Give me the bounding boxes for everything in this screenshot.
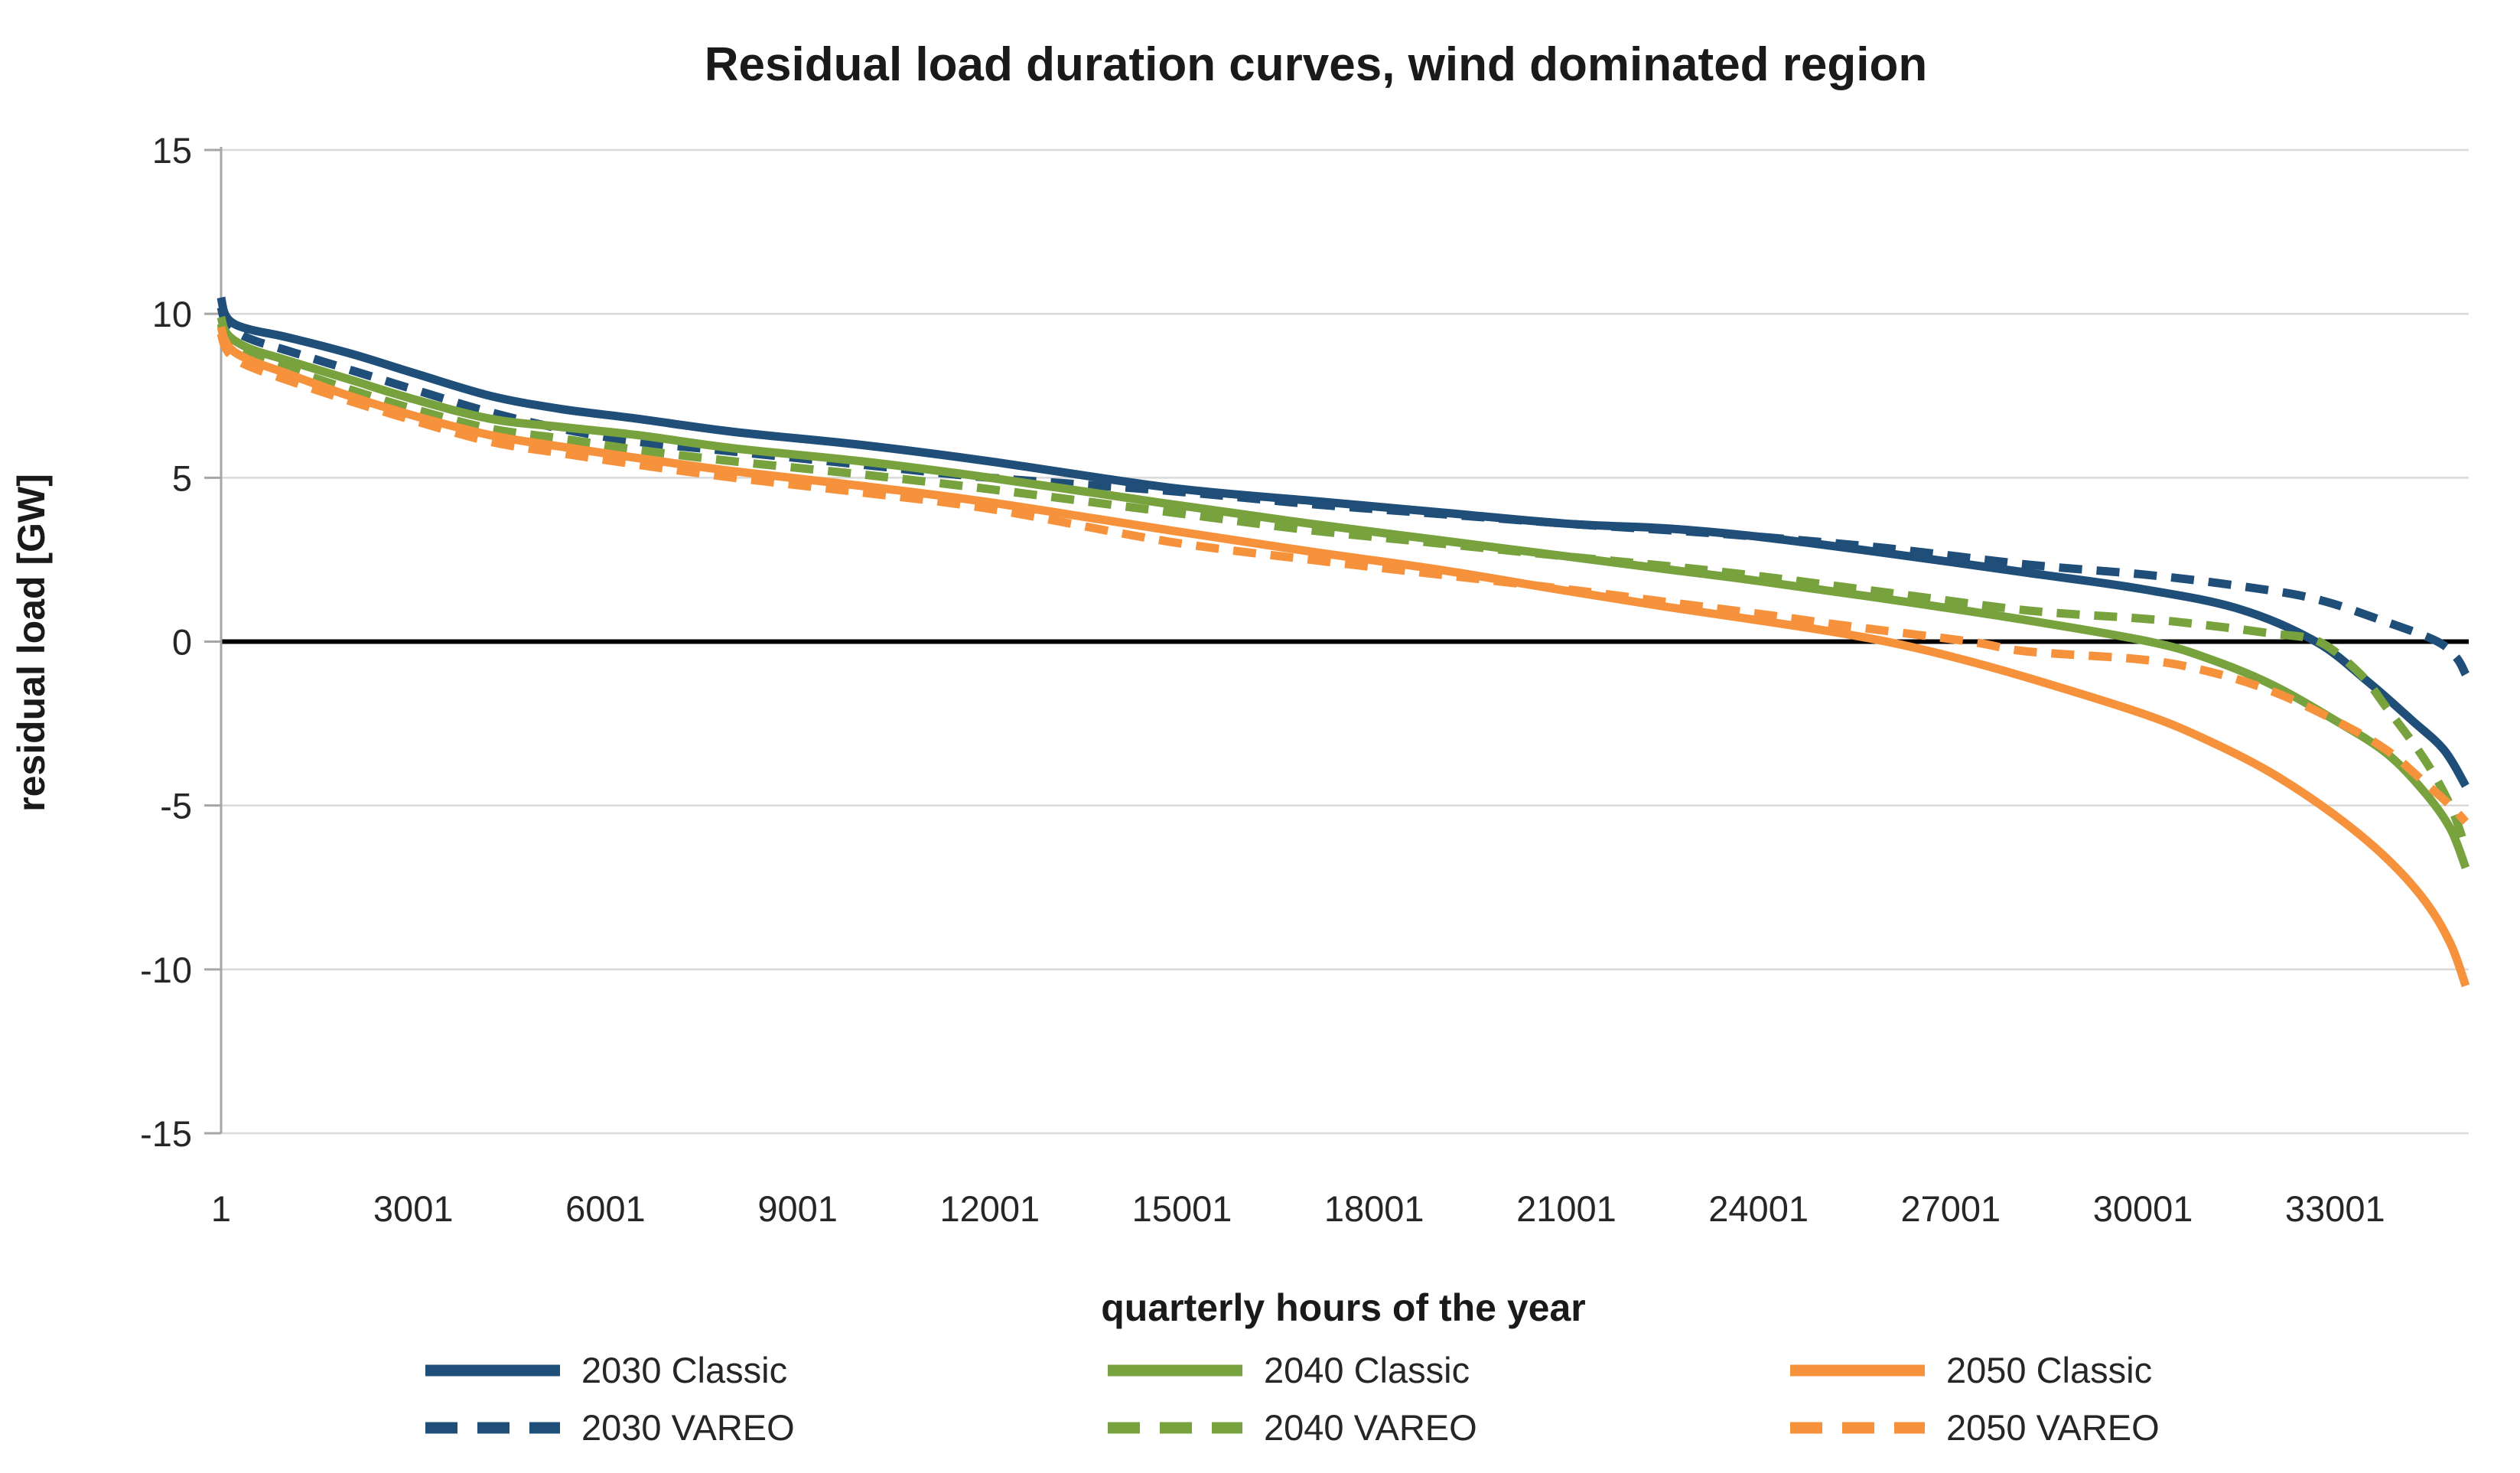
x-tick-label-6001: 6001 — [565, 1188, 646, 1229]
x-tick-label-30001: 30001 — [2093, 1188, 2193, 1229]
legend-item-2040-vareo: 2040 VAREO — [1108, 1407, 1477, 1448]
x-tick-label-3001: 3001 — [373, 1188, 454, 1229]
series-line-2040-vareo — [217, 322, 2470, 850]
legend-item-2040-classic: 2040 Classic — [1108, 1350, 1470, 1390]
y-tick-label-5: 5 — [172, 458, 192, 498]
legend-label: 2030 Classic — [581, 1350, 787, 1390]
y-tick-label-10: 10 — [152, 294, 192, 334]
legend-label: 2050 Classic — [1946, 1350, 2152, 1390]
gridlines — [221, 148, 2469, 1135]
x-tick-label-9001: 9001 — [757, 1188, 838, 1229]
series-lines — [217, 296, 2470, 988]
legend-item-2050-vareo: 2050 VAREO — [1790, 1407, 2160, 1448]
x-tick-label-24001: 24001 — [1708, 1188, 1809, 1229]
series-line-2050-classic — [217, 325, 2470, 988]
y-tick-label--10: -10 — [140, 950, 192, 990]
y-tick-label--5: -5 — [160, 786, 192, 826]
series-line-2030-vareo — [217, 306, 2470, 677]
y-axis-tick-labels: 15 10 5 0 -5 -10 -15 — [140, 130, 192, 1154]
legend-item-2030-classic: 2030 Classic — [425, 1350, 787, 1390]
legend-item-2030-vareo: 2030 VAREO — [425, 1407, 795, 1448]
x-tick-label-15001: 15001 — [1132, 1188, 1232, 1229]
x-tick-label-18001: 18001 — [1324, 1188, 1424, 1229]
y-tick-label--15: -15 — [140, 1113, 192, 1154]
legend-label: 2030 VAREO — [581, 1407, 795, 1448]
legend: 2030 Classic 2030 VAREO 2040 Classic 2040 V… — [425, 1350, 2160, 1448]
y-tick-label-0: 0 — [172, 622, 192, 663]
x-tick-label-21001: 21001 — [1516, 1188, 1617, 1229]
legend-label: 2040 Classic — [1264, 1350, 1470, 1390]
y-tick-label-15: 15 — [152, 130, 192, 171]
x-axis-tick-labels: 1 3001 6001 9001 12001 15001 18001 21001 24001 27… — [211, 1188, 2385, 1229]
legend-label: 2040 VAREO — [1264, 1407, 1477, 1448]
y-axis-title: residual load [GW] — [10, 474, 53, 812]
series-line-2050-vareo — [217, 332, 2470, 825]
x-tick-label-1: 1 — [211, 1188, 231, 1229]
legend-item-2050-classic: 2050 Classic — [1790, 1350, 2152, 1390]
series-line-2040-classic — [217, 315, 2470, 869]
chart-title: Residual load duration curves, wind domi… — [705, 38, 1927, 91]
x-tick-label-27001: 27001 — [1901, 1188, 2001, 1229]
x-tick-label-33001: 33001 — [2285, 1188, 2385, 1229]
legend-label: 2050 VAREO — [1946, 1407, 2160, 1448]
x-tick-label-12001: 12001 — [939, 1188, 1040, 1229]
x-axis-title: quarterly hours of the year — [1101, 1286, 1586, 1329]
